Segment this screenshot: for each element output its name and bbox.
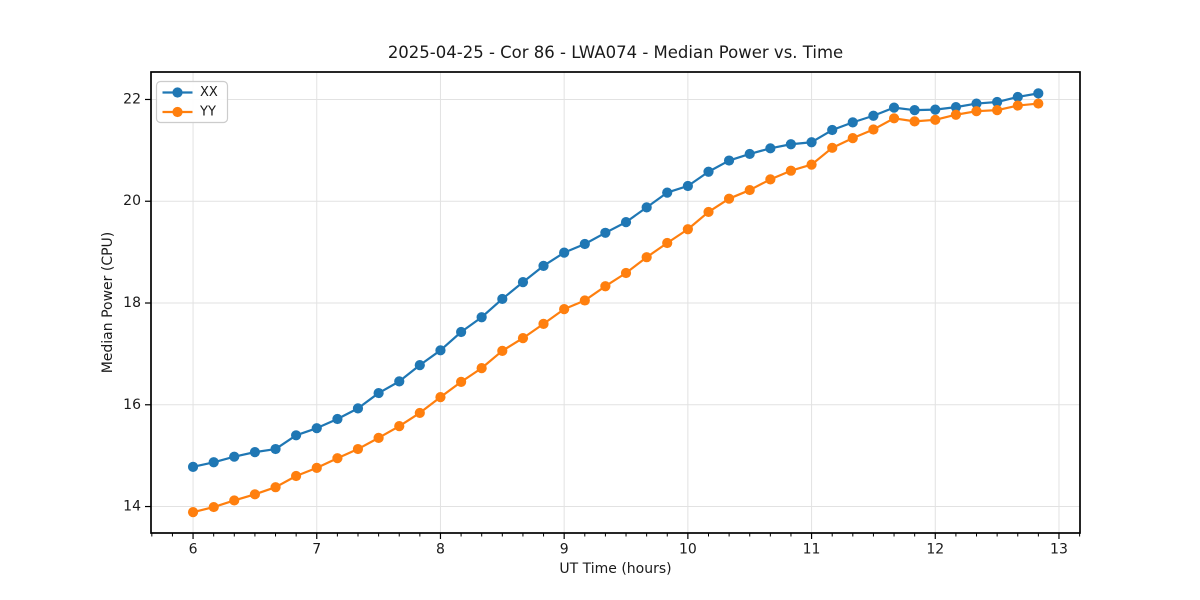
x-tick-label: 11 bbox=[803, 542, 821, 558]
series-YY bbox=[187, 98, 1044, 518]
series-YY-line bbox=[191, 102, 1040, 514]
y-axis-label: Median Power (CPU) bbox=[100, 232, 116, 374]
x-tick-label: 7 bbox=[312, 542, 321, 558]
series-XX-markers bbox=[187, 88, 1044, 472]
x-tick-label: 12 bbox=[926, 542, 944, 558]
y-tick-label: 22 bbox=[123, 91, 141, 107]
legend-marker bbox=[172, 87, 183, 98]
legend-label: YY bbox=[199, 105, 216, 120]
chart-title: 2025-04-25 - Cor 86 - LWA074 - Median Po… bbox=[388, 43, 843, 62]
x-tick-label: 13 bbox=[1050, 542, 1068, 558]
series-YY-markers bbox=[187, 98, 1044, 518]
y-axis-ticks: 14 16 18 20 22 bbox=[123, 91, 151, 515]
grid-lines bbox=[151, 72, 1080, 533]
legend-label: XX bbox=[200, 85, 218, 100]
x-tick-label: 8 bbox=[436, 542, 445, 558]
series-XX bbox=[187, 88, 1044, 472]
x-tick-label: 6 bbox=[189, 542, 198, 558]
legend-entry-XX: XX bbox=[162, 85, 218, 100]
legend: XX YY bbox=[155, 80, 229, 124]
plot-border bbox=[150, 71, 1081, 534]
x-axis-label: UT Time (hours) bbox=[559, 561, 671, 577]
legend-marker bbox=[172, 106, 183, 118]
y-tick-label: 16 bbox=[123, 397, 141, 413]
x-axis-ticks: 6 7 8 9 10 11 12 13 bbox=[189, 533, 1068, 558]
y-tick-label: 14 bbox=[123, 499, 141, 515]
legend-entry-YY: YY bbox=[162, 105, 216, 120]
x-tick-label: 9 bbox=[560, 542, 569, 558]
y-tick-label: 18 bbox=[123, 295, 141, 311]
x-axis-minor-ticks bbox=[151, 533, 1081, 537]
y-tick-label: 20 bbox=[123, 193, 141, 209]
x-tick-label: 10 bbox=[679, 542, 697, 558]
